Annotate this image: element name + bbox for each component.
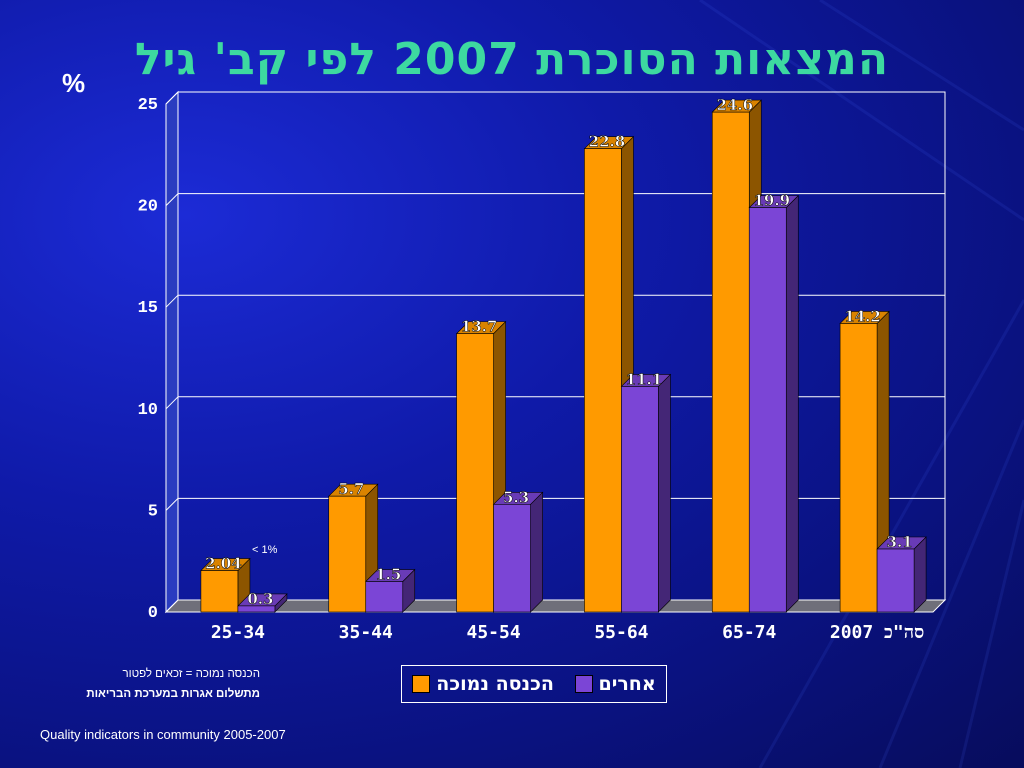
bar-1 <box>584 148 622 613</box>
y-tick-label: 20 <box>138 198 158 217</box>
bar-2 <box>621 386 659 613</box>
bar-side <box>658 373 671 613</box>
x-tick-label: 45-54 <box>466 622 520 643</box>
data-label: 19.9 <box>753 192 790 210</box>
legend-item-series-2: אחרים <box>574 673 656 695</box>
plot-frame <box>177 91 946 601</box>
bar-2 <box>365 581 404 613</box>
gridline-side <box>165 91 179 105</box>
y-tick-label: 5 <box>148 502 158 521</box>
data-label: 3.1 <box>887 533 913 551</box>
x-tick-label: 65-74 <box>722 622 776 643</box>
bar-1 <box>200 570 239 613</box>
bar-side <box>785 194 799 613</box>
gridline-side <box>165 498 179 511</box>
x-tick-label: 55-64 <box>594 622 648 643</box>
bar-1 <box>456 333 494 613</box>
x-tick-label: 35-44 <box>339 622 393 643</box>
data-label: 2.04 <box>205 555 242 573</box>
y-tick-label: 15 <box>138 299 158 318</box>
data-label: 22.8 <box>589 133 626 151</box>
legend: הכנסה נמוכה אחרים <box>401 665 667 703</box>
footer-source: Quality indicators in community 2005-200… <box>40 727 286 742</box>
y-axis-unit: % <box>62 68 86 98</box>
gridline-side <box>165 294 179 308</box>
legend-item-series-1: הכנסה נמוכה <box>412 673 554 695</box>
legend-swatch-orange <box>412 675 431 693</box>
callout-note: < 1% <box>252 544 278 556</box>
chart-title: המצאות הסוכרת 2007 לפי קב' גיל <box>134 34 890 85</box>
legend-swatch-purple <box>574 675 593 693</box>
x-tick-label: 25-34 <box>211 622 265 643</box>
bar-2 <box>493 504 531 613</box>
x-tick-label: סה"כ 2007 <box>830 622 924 643</box>
legend-label-series-2: אחרים <box>598 673 656 695</box>
note-line-2: מתשלום אגרות במערכת הבריאות <box>86 688 260 700</box>
data-label: 11.1 <box>626 370 663 388</box>
income-note: הכנסה נמוכה = זכאים לפטור מתשלום אגרות ב… <box>86 664 260 704</box>
bar-side <box>913 536 927 613</box>
gridline-side <box>165 599 179 613</box>
y-tick-label: 10 <box>138 401 158 420</box>
y-tick-label: 25 <box>138 96 158 115</box>
bar-2 <box>876 548 915 613</box>
data-label: 0.3 <box>247 590 273 608</box>
bar-1 <box>328 495 367 613</box>
data-label: 13.7 <box>461 318 498 336</box>
bar-2 <box>237 605 276 613</box>
y-tick-label: 0 <box>148 604 158 623</box>
data-label: 5.7 <box>338 480 364 498</box>
data-label: 24.6 <box>716 96 753 114</box>
data-label: 14.2 <box>844 307 881 325</box>
gridline-side <box>165 396 179 410</box>
gridline-side <box>165 193 179 206</box>
data-label: 5.3 <box>503 488 529 506</box>
note-line-1: הכנסה נמוכה = זכאים לפטור <box>122 668 260 680</box>
legend-label-series-1: הכנסה נמוכה <box>436 673 554 695</box>
bar-side <box>530 491 543 613</box>
data-label: 1.5 <box>375 566 401 584</box>
bar-1 <box>839 323 878 613</box>
bar-2 <box>748 207 787 613</box>
chart-left-wall <box>165 90 179 614</box>
bar-1 <box>711 111 750 613</box>
